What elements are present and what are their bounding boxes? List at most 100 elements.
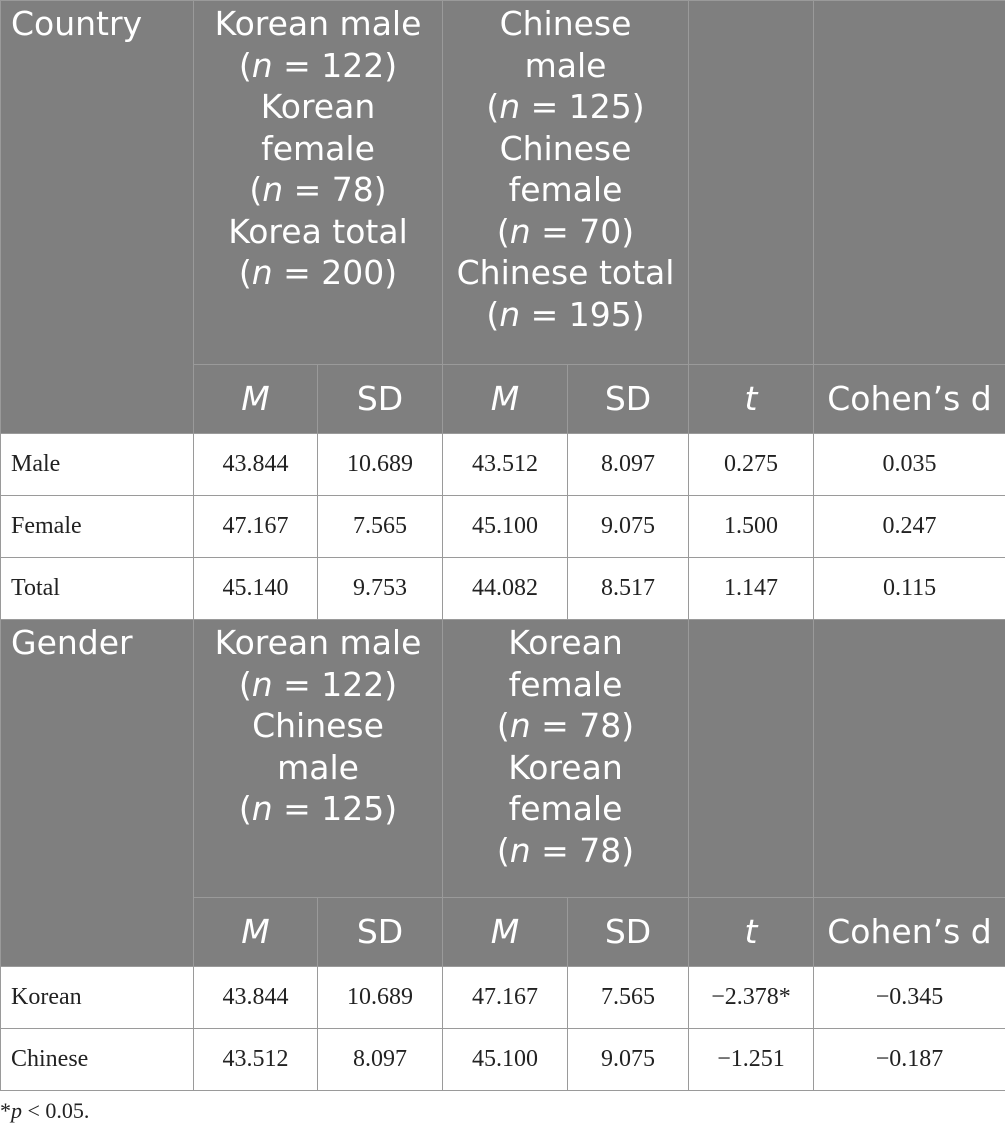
cell: −1.251 [688, 1028, 815, 1091]
country-label: Country [0, 0, 194, 434]
gender-subheader-row: M SD M SD t Cohen’s d [1, 897, 1005, 967]
subheader-cohens-d: Cohen’s d [813, 897, 1005, 967]
footnote-variable: p [11, 1098, 22, 1123]
empty-header-cell [813, 0, 1005, 365]
cell: 45.100 [442, 1028, 568, 1091]
table-row: Korean 43.844 10.689 47.167 7.565 −2.378… [0, 966, 1005, 1029]
group-header-line: (n = 78) [447, 830, 684, 872]
group-header-text: female [508, 664, 623, 704]
subheader-sd: SD [317, 364, 443, 434]
group-header-text: Korean male [214, 623, 422, 662]
group-header-line: (n = 70) [447, 211, 684, 253]
group-header-line: Korean [198, 86, 438, 128]
cell: −2.378* [688, 966, 815, 1029]
group-header-text: ( [238, 789, 252, 828]
results-table: Country Korean male (n = 122) Korean female… [0, 0, 1005, 1091]
cell: 43.512 [442, 433, 568, 496]
gender-label: Gender [0, 619, 194, 967]
group-header-line: Korea total [198, 211, 438, 253]
group-header-text: = 200) [272, 253, 398, 292]
group-header-line: (n = 122) [198, 664, 438, 706]
group-header-line: Korean [447, 622, 684, 664]
group-header-text: Chinese [252, 706, 384, 745]
cell: 10.689 [317, 966, 443, 1029]
row-label: Korean [0, 966, 194, 1029]
cell: 0.115 [813, 557, 1005, 620]
cell: 8.097 [317, 1028, 443, 1091]
empty-header-cell [688, 0, 815, 365]
group-header-text: = 78) [530, 706, 635, 745]
group-header-line: (n = 78) [198, 169, 438, 211]
group-header-line: female [198, 128, 438, 170]
group-header-text: Korean [508, 747, 623, 787]
cell: 47.167 [193, 495, 318, 558]
group-header-text: = 78) [283, 170, 387, 209]
group-header-line: Chinese total [447, 252, 684, 294]
group-header-line: (n = 200) [198, 252, 438, 294]
sample-size-symbol: n [499, 87, 521, 126]
cell: 9.075 [566, 495, 690, 558]
footnote-symbol: * [0, 1098, 11, 1123]
cell: 9.753 [317, 557, 443, 620]
footnote-text: < 0.05. [22, 1098, 90, 1123]
sample-size-symbol: n [251, 664, 273, 704]
subheader-sd: SD [566, 897, 690, 967]
sample-size-symbol: n [251, 789, 273, 828]
group-header-line: male [447, 45, 684, 87]
table-row: Female 47.167 7.565 45.100 9.075 1.500 0… [0, 495, 1005, 558]
cell: 43.844 [193, 966, 318, 1029]
group-header-line: (n = 125) [198, 788, 438, 830]
group-header-text: female [508, 170, 623, 209]
cell: 47.167 [442, 966, 568, 1029]
subheader-sd: SD [566, 364, 690, 434]
cell: 8.517 [566, 557, 690, 620]
cell: −0.345 [813, 966, 1005, 1029]
subheader-mean: M [193, 364, 318, 434]
group-header-line: (n = 195) [447, 294, 684, 336]
cell: 43.512 [193, 1028, 318, 1091]
group-header-text: Chinese [499, 4, 632, 43]
subheader-mean: M [442, 364, 568, 434]
table-row: Chinese 43.512 8.097 45.100 9.075 −1.251… [0, 1028, 1005, 1091]
cell: 9.075 [566, 1028, 690, 1091]
group-header-line: female [447, 169, 684, 211]
cell: 1.147 [688, 557, 815, 620]
group-header-text: = 78) [530, 830, 635, 870]
row-label: Female [0, 495, 194, 558]
cell: 0.275 [688, 433, 815, 496]
gender-header-row: Gender Korean male (n = 122) Chinese male (n… [0, 619, 1005, 967]
group-header-text: Korean [260, 87, 376, 126]
group-header-line: (n = 125) [447, 86, 684, 128]
group-header-line: Korean [447, 747, 684, 789]
group-header-text: ( [486, 87, 500, 126]
group-header-text: = 122) [272, 45, 398, 85]
group-header-text: ( [238, 45, 252, 85]
subheader-t: t [688, 897, 815, 967]
group-header-text: male [277, 747, 359, 787]
cell: 0.035 [813, 433, 1005, 496]
group-header-text: Korean [508, 623, 623, 662]
group-header-text: Korea total [228, 211, 408, 251]
group-header: Korean male (n = 122) Chinese male (n = 125) [193, 619, 443, 898]
sample-size-symbol: n [509, 211, 531, 251]
group-header-text: = 70) [530, 211, 635, 251]
cell: 8.097 [566, 433, 690, 496]
group-header-text: ( [496, 706, 510, 745]
group-header-text: = 195) [520, 294, 645, 334]
row-label: Male [0, 433, 194, 496]
group-header-text: ( [496, 830, 510, 870]
group-header-line: female [447, 664, 684, 706]
cell: 0.247 [813, 495, 1005, 558]
subheader-t: t [688, 364, 815, 434]
subheader-sd: SD [317, 897, 443, 967]
cell: 7.565 [317, 495, 443, 558]
group-header-text: = 122) [272, 664, 398, 704]
cell: 43.844 [193, 433, 318, 496]
country-header-row: Country Korean male (n = 122) Korean female… [0, 0, 1005, 434]
group-header-text: = 125) [520, 87, 645, 126]
group-header-text: Chinese [499, 128, 632, 168]
group-header-text: ( [238, 253, 252, 292]
group-header-line: female [447, 788, 684, 830]
subheader-mean: M [442, 897, 568, 967]
cell: 45.140 [193, 557, 318, 620]
